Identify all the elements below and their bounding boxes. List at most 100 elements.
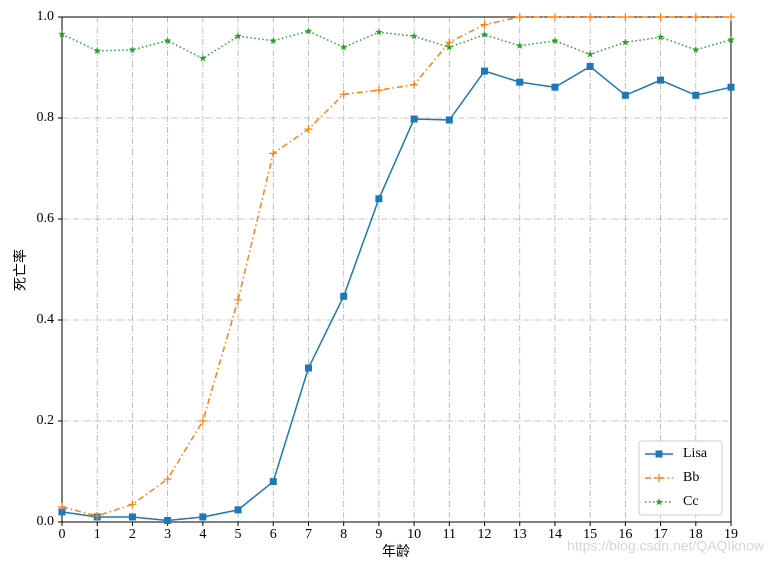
marker — [516, 78, 524, 86]
x-tick-label: 6 — [270, 527, 277, 542]
marker — [304, 364, 312, 372]
marker — [655, 474, 663, 482]
y-tick-label: 0.6 — [37, 211, 55, 226]
x-tick-label: 16 — [618, 527, 632, 542]
marker — [164, 516, 172, 524]
x-tick-label: 13 — [513, 527, 527, 542]
marker — [304, 125, 313, 134]
marker — [586, 50, 594, 58]
legend-box — [638, 440, 723, 516]
marker — [691, 13, 700, 21]
marker — [586, 13, 595, 21]
marker — [340, 292, 348, 300]
series-line — [61, 30, 732, 60]
x-tick-label: 15 — [583, 527, 597, 542]
marker — [692, 91, 700, 99]
marker — [339, 90, 348, 99]
watermark: https://blog.csdn.net/QAQIknow — [567, 538, 765, 554]
x-tick-label: 11 — [443, 527, 456, 542]
marker — [551, 83, 559, 91]
marker — [481, 67, 489, 75]
x-tick-label: 10 — [407, 527, 421, 542]
marker — [551, 36, 559, 44]
marker — [515, 41, 524, 50]
marker — [269, 478, 277, 486]
marker — [375, 28, 383, 36]
marker — [374, 86, 383, 95]
marker — [269, 36, 278, 44]
marker — [234, 506, 242, 514]
y-tick-label: 0.0 — [37, 514, 55, 529]
x-tick-label: 0 — [59, 527, 66, 542]
x-tick-label: 14 — [548, 527, 562, 542]
series-line — [61, 65, 732, 522]
marker — [58, 508, 66, 516]
marker — [656, 13, 665, 21]
marker — [586, 62, 594, 70]
marker — [58, 502, 66, 511]
x-tick-label: 7 — [305, 527, 312, 542]
marker — [445, 43, 454, 51]
marker — [128, 513, 136, 521]
x-tick-label: 17 — [654, 527, 668, 542]
marker — [198, 417, 207, 425]
x-tick-label: 5 — [235, 527, 242, 542]
marker — [234, 32, 242, 40]
marker — [515, 13, 524, 21]
legend-label: Lisa — [683, 446, 708, 461]
y-tick-label: 0.8 — [37, 110, 55, 125]
y-tick-label: 0.4 — [37, 312, 55, 327]
marker — [727, 83, 735, 91]
series-line — [61, 16, 731, 517]
x-tick-label: 3 — [164, 527, 171, 542]
marker — [93, 46, 102, 55]
legend-label: Cc — [683, 494, 699, 509]
plot-frame — [61, 16, 732, 523]
marker — [339, 43, 348, 51]
x-tick-label: 12 — [478, 527, 492, 542]
x-tick-label: 2 — [129, 527, 136, 542]
x-axis-label: 年龄 — [382, 544, 410, 560]
x-tick-label: 4 — [199, 527, 206, 542]
marker — [621, 38, 630, 46]
y-tick-label: 0.2 — [37, 413, 55, 428]
marker — [269, 149, 278, 158]
x-tick-label: 8 — [340, 527, 347, 542]
marker — [655, 450, 663, 458]
marker — [410, 32, 418, 40]
x-tick-label: 18 — [689, 527, 703, 542]
marker — [656, 33, 665, 41]
marker — [727, 35, 735, 43]
marker — [304, 27, 313, 35]
marker — [621, 13, 630, 21]
marker — [234, 295, 243, 304]
y-tick-label: 1.0 — [37, 9, 55, 24]
marker — [58, 30, 66, 38]
marker — [163, 475, 172, 484]
marker — [691, 45, 700, 54]
marker — [199, 513, 207, 521]
marker — [621, 91, 629, 99]
marker — [410, 80, 419, 89]
marker — [655, 498, 663, 506]
legend-label: Bb — [683, 470, 699, 485]
marker — [657, 76, 665, 84]
x-tick-label: 1 — [94, 527, 101, 542]
marker — [163, 36, 172, 44]
y-axis-label: 死亡率 — [12, 249, 29, 291]
marker — [445, 116, 453, 124]
marker — [128, 500, 137, 509]
marker — [410, 115, 418, 123]
marker — [550, 13, 559, 21]
x-tick-label: 19 — [724, 527, 738, 542]
marker — [480, 30, 489, 38]
marker — [93, 511, 102, 520]
marker — [375, 195, 383, 203]
marker — [480, 20, 489, 29]
marker — [128, 45, 137, 54]
marker — [727, 13, 735, 21]
marker — [199, 54, 207, 62]
x-tick-label: 9 — [375, 527, 382, 542]
